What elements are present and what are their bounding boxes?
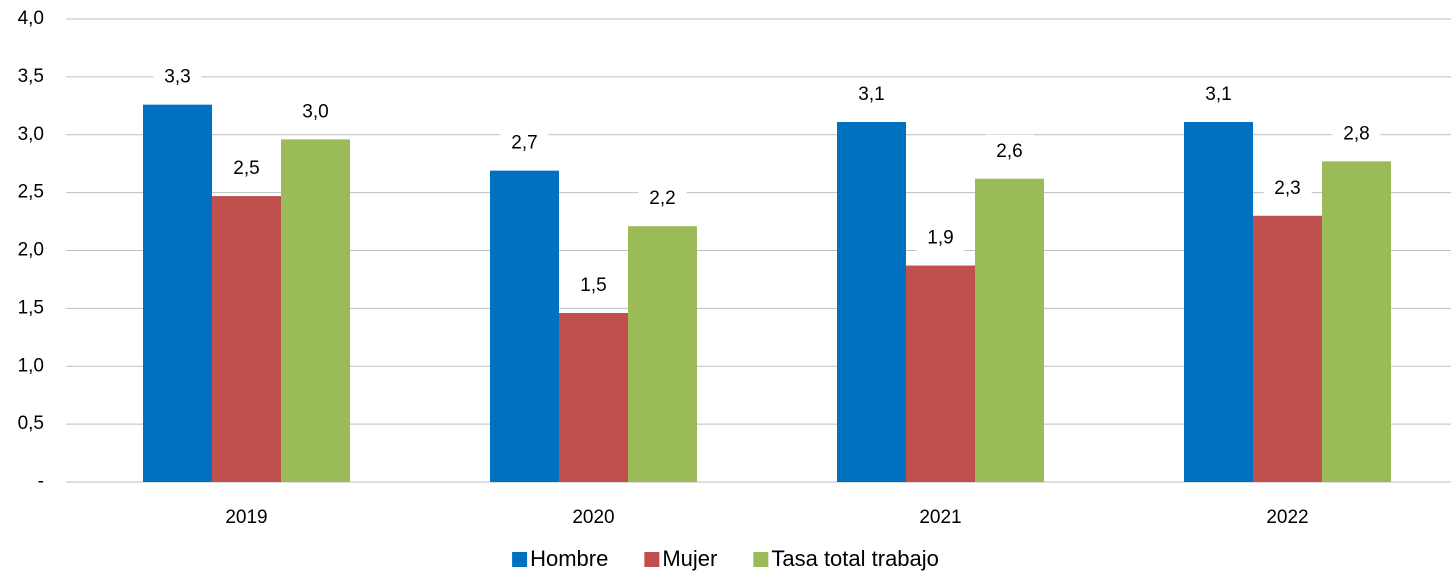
data-label: 3,0	[302, 101, 328, 122]
y-tick-label: 3,0	[18, 124, 44, 145]
data-label-bg	[847, 78, 896, 111]
y-tick-label: -	[38, 471, 44, 492]
x-tick-label: 2019	[225, 507, 267, 528]
y-tick-label: 2,0	[18, 240, 44, 261]
bar	[212, 196, 281, 482]
x-tick-label: 2022	[1266, 507, 1308, 528]
data-label-bg	[638, 182, 687, 215]
bar	[281, 139, 350, 482]
data-label: 3,1	[1205, 84, 1231, 105]
data-label-bg	[1263, 171, 1312, 204]
data-label: 2,7	[511, 133, 537, 154]
x-tick-label: 2020	[572, 507, 614, 528]
y-tick-label: 1,0	[18, 355, 44, 376]
bar	[143, 104, 212, 482]
data-label-bg	[569, 269, 618, 302]
data-label-bg	[291, 95, 340, 128]
y-tick-label: 0,5	[18, 413, 44, 434]
data-label-bg	[153, 60, 202, 93]
legend-label: Tasa total trabajo	[771, 546, 939, 571]
y-tick-label: 3,5	[18, 66, 44, 87]
bar	[906, 265, 975, 482]
data-label: 1,9	[927, 228, 953, 249]
data-label: 2,6	[996, 141, 1022, 162]
y-tick-label: 4,0	[18, 8, 44, 29]
data-label-bg	[1194, 78, 1243, 111]
data-label-bg	[1332, 117, 1381, 150]
bar	[559, 313, 628, 482]
data-label: 3,1	[858, 84, 884, 105]
data-label-bg	[222, 152, 271, 185]
bar	[1253, 215, 1322, 482]
legend-label: Mujer	[662, 546, 717, 571]
bar	[628, 226, 697, 482]
bar	[1184, 122, 1253, 482]
bar	[490, 170, 559, 482]
data-label: 2,2	[649, 188, 675, 209]
y-tick-label: 2,5	[18, 182, 44, 203]
legend-swatch	[753, 552, 769, 567]
bar	[837, 122, 906, 482]
x-tick-label: 2021	[919, 507, 961, 528]
legend-swatch	[644, 552, 660, 567]
data-label: 3,3	[164, 67, 190, 88]
bar	[975, 178, 1044, 483]
legend-label: Hombre	[530, 546, 608, 571]
bar	[1322, 161, 1391, 482]
y-tick-label: 1,5	[18, 297, 44, 318]
data-label: 1,5	[580, 275, 606, 296]
data-label: 2,5	[233, 158, 259, 179]
data-label-bg	[985, 134, 1034, 167]
data-label-bg	[916, 221, 965, 254]
data-label-bg	[500, 126, 549, 159]
data-label: 2,8	[1343, 123, 1369, 144]
legend-swatch	[512, 552, 528, 567]
data-label: 2,3	[1274, 178, 1300, 199]
